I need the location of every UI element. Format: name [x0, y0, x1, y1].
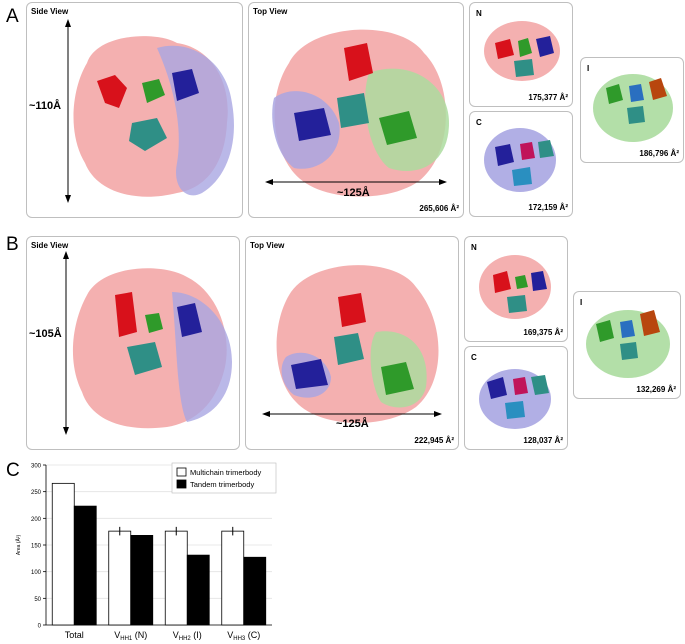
legend-label: Multichain trimerbody: [190, 468, 262, 477]
panel-b-letter: B: [6, 234, 19, 255]
panel-b-c-area: 128,037 Å²: [523, 436, 563, 445]
panel-a-c-structure: [484, 128, 556, 192]
panel-b-side-view: Side View ~105Å: [26, 236, 240, 450]
panel-b-n-area: 169,375 Å²: [523, 328, 563, 337]
panel-a-n-box: N 175,377 Å²: [469, 2, 573, 107]
panel-a-i-area: 186,796 Å²: [639, 149, 679, 158]
panel-a-top-structure: [265, 29, 449, 197]
panel-b-i-area: 132,269 Å²: [636, 385, 676, 394]
panel-a-i-structure: [593, 74, 673, 142]
legend-box: [171, 462, 277, 494]
y-tick-label: 150: [31, 544, 42, 550]
panel-a-side-view: Side View ~110Å: [26, 2, 243, 218]
bar-multichain: [108, 530, 132, 626]
panel-b-c-structure: [479, 369, 551, 429]
panel-a-n-structure: [484, 21, 560, 81]
panel-c-letter: C: [6, 460, 20, 481]
panel-a-top-dimension: ~125Å: [337, 187, 370, 199]
panel-b-side-dimension: ~105Å: [29, 328, 62, 340]
legend-swatch: [176, 467, 187, 477]
panel-b-side-title: Side View: [31, 241, 69, 250]
panel-a-i-label: I: [587, 64, 590, 73]
panel-b-n-box: N 169,375 Å²: [464, 236, 568, 342]
x-category-label: VHH1 (N): [114, 630, 147, 642]
panel-a-c-box: C 172,159 Å²: [469, 111, 573, 217]
bar-tandem: [186, 554, 210, 626]
panel-a-side-title: Side View: [31, 7, 69, 16]
panel-a-c-area: 172,159 Å²: [528, 203, 568, 212]
panel-b-c-label: C: [471, 353, 477, 362]
panel-a-top-view: Top View ~125Å 265,606 Å²: [248, 2, 464, 218]
legend-swatch: [176, 479, 187, 489]
panel-b-top-area: 222,945 Å²: [414, 436, 454, 445]
x-category-label: Total: [65, 630, 84, 640]
y-tick-label: 200: [31, 517, 42, 523]
panel-a-n-label: N: [476, 9, 482, 18]
panel-b-c-box: C 128,037 Å²: [464, 346, 568, 450]
y-tick-label: 250: [31, 490, 42, 496]
y-tick-label: 100: [31, 570, 42, 576]
panel-b-i-structure: [586, 310, 670, 378]
y-tick-label: 300: [31, 464, 42, 470]
y-axis-label: Area (Å²): [15, 535, 22, 556]
panel-b-n-structure: [479, 255, 551, 319]
x-category-label: VHH3 (C): [227, 630, 260, 642]
panel-b-top-title: Top View: [250, 241, 285, 250]
panel-b-top-view: Top View ~125Å 222,945 Å²: [245, 236, 459, 450]
bar-multichain: [164, 530, 188, 626]
bar-multichain: [51, 482, 75, 626]
bar-tandem: [130, 535, 154, 626]
panel-b-n-label: N: [471, 243, 477, 252]
panel-a-letter: A: [6, 6, 19, 27]
panel-a-top-title: Top View: [253, 7, 288, 16]
panel-b-top-dimension: ~125Å: [336, 418, 369, 430]
y-tick-label: 0: [38, 624, 42, 630]
panel-a-side-dimension: ~110Å: [29, 100, 62, 112]
bar-tandem: [73, 505, 97, 626]
panel-b-i-label: I: [580, 298, 583, 307]
panel-b-top-structure: [262, 265, 442, 423]
bar-multichain: [221, 530, 245, 626]
panel-a-i-box: I 186,796 Å²: [580, 57, 684, 163]
x-category-label: VHH2 (I): [173, 630, 202, 642]
panel-a-side-structure: [65, 19, 234, 203]
bar-tandem: [243, 556, 267, 626]
legend-label: Tandem trimerbody: [190, 480, 254, 489]
panel-b-side-structure: [63, 251, 232, 435]
area-bar-chart: 0 50 100 150 200 250 300 Area (Å²) Total VHH1 (N)…: [15, 462, 277, 642]
y-tick-label: 50: [34, 597, 41, 603]
panel-a-c-label: C: [476, 118, 482, 127]
panel-a-top-area: 265,606 Å²: [419, 204, 459, 213]
panel-a-n-area: 175,377 Å²: [528, 93, 568, 102]
panel-b-i-box: I 132,269 Å²: [573, 291, 681, 399]
